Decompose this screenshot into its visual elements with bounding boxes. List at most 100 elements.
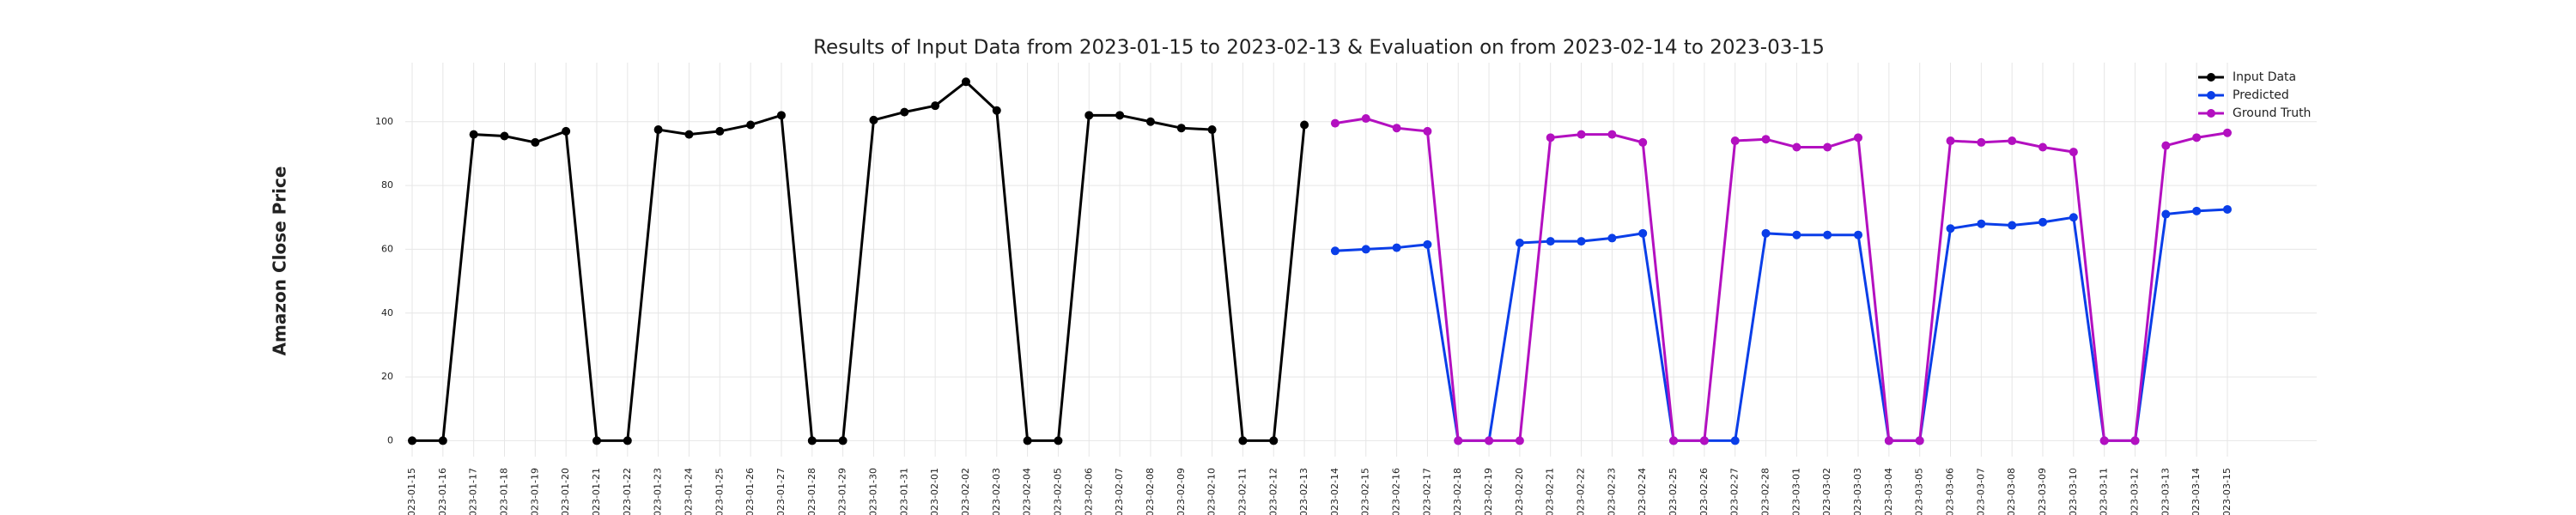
data-point [1392,124,1401,133]
x-tick-label: 2023-01-30 [867,468,878,515]
data-point [869,115,878,124]
data-point [531,137,540,147]
data-point [1361,245,1370,254]
x-tick-label: 2023-03-09 [2037,468,2048,515]
data-point [1884,436,1893,445]
data-point [2099,436,2109,445]
x-tick-label: 2023-03-07 [1975,468,1986,515]
data-point [592,436,601,445]
x-tick-label: 2023-02-27 [1729,468,1741,515]
data-point [1946,224,1955,233]
x-tick-label: 2023-02-10 [1206,468,1218,515]
x-tick-label: 2023-03-11 [2099,468,2110,515]
legend-label: Ground Truth [2233,106,2311,120]
series-line [1334,208,2228,442]
data-point [838,436,848,445]
x-tick-label: 2023-01-28 [806,468,817,515]
data-point [1454,436,1463,445]
data-point [1823,230,1832,239]
x-tick-label: 2023-02-17 [1421,468,1432,515]
x-tick-label: 2023-03-10 [2068,468,2079,515]
x-tick-label: 2023-02-18 [1452,468,1463,515]
x-tick-label: 2023-03-15 [2221,468,2233,515]
data-point [807,436,817,445]
data-point [2192,206,2202,215]
x-tick-label: 2023-03-03 [1852,468,1863,515]
data-point [1730,136,1740,146]
x-tick-label: 2023-03-04 [1883,468,1894,515]
data-point [1330,118,1340,128]
x-tick-label: 2023-01-20 [560,468,571,515]
x-tick-label: 2023-01-31 [898,468,909,515]
data-point [900,107,909,117]
data-point [1269,436,1279,445]
data-point [1207,125,1217,135]
data-point [961,77,970,87]
data-point [1977,137,1986,147]
data-point [500,131,509,141]
x-tick-label: 2023-01-24 [683,468,694,515]
data-point [992,106,1001,115]
data-point [2161,209,2171,219]
data-point [746,120,756,130]
x-tick-label: 2023-02-21 [1545,468,1556,515]
data-point [1946,136,1955,146]
x-tick-label: 2023-02-01 [929,468,940,515]
data-point [1423,239,1432,249]
x-tick-label: 2023-01-15 [406,468,417,515]
x-tick-label: 2023-01-21 [591,468,602,515]
x-tick-label: 2023-01-25 [714,468,725,515]
x-tick-label: 2023-02-20 [1514,468,1525,515]
data-point [1084,111,1094,120]
x-tick-label: 2023-02-06 [1083,468,1094,515]
data-point [1515,436,1524,445]
x-tick-label: 2023-02-15 [1360,468,1371,515]
data-point [1823,142,1832,152]
data-point [2161,141,2171,150]
data-point [684,130,694,139]
data-point [469,130,478,139]
legend-label: Input Data [2233,70,2296,84]
x-tick-label: 2023-02-05 [1052,468,1063,515]
data-point [1607,130,1617,139]
x-tick-label: 2023-02-24 [1637,468,1648,515]
x-tick-label: 2023-01-17 [468,468,479,515]
x-tick-label: 2023-01-26 [744,468,756,515]
legend-marker [2207,109,2215,118]
x-tick-label: 2023-03-13 [2160,468,2171,515]
data-point [1361,114,1370,124]
data-point [562,126,571,136]
data-point [1485,436,1494,445]
x-tick-label: 2023-02-26 [1698,468,1710,515]
data-point [1392,243,1401,252]
x-tick-label: 2023-02-22 [1576,468,1587,515]
data-point [1238,436,1248,445]
x-tick-label: 2023-01-22 [622,468,633,515]
data-point [1145,117,1155,126]
x-tick-label: 2023-02-14 [1329,468,1340,515]
data-point [776,111,786,120]
x-tick-label: 2023-01-18 [498,468,509,515]
x-tick-label: 2023-03-05 [1914,468,1925,515]
data-point [2038,217,2048,227]
data-point [1792,142,1801,152]
data-point [1977,219,1986,228]
x-tick-label: 2023-03-12 [2129,468,2141,515]
x-tick-label: 2023-03-06 [1945,468,1956,515]
x-tick-label: 2023-03-01 [1790,468,1801,515]
data-point [2192,133,2202,142]
data-point [1546,237,1555,246]
data-point [1761,228,1771,238]
legend-label: Predicted [2233,88,2289,102]
x-tick-label: 2023-02-13 [1298,468,1309,515]
data-point [1915,436,1924,445]
x-tick-label: 2023-01-23 [653,468,664,515]
data-point [1423,126,1432,136]
data-point [408,436,416,445]
data-point [715,126,725,136]
data-point [1023,436,1032,445]
data-point [1854,230,1863,239]
x-tick-label: 2023-02-07 [1114,468,1125,515]
data-point [2069,148,2078,157]
